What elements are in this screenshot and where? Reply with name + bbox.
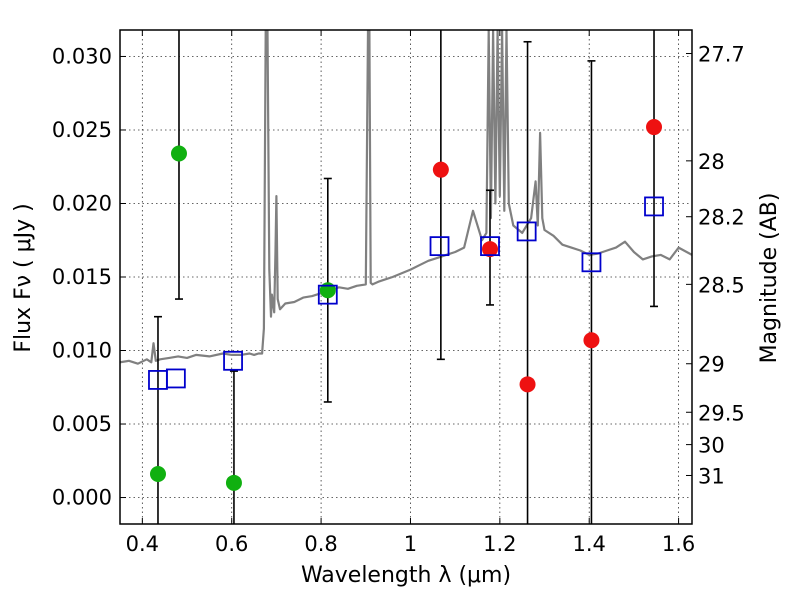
y-tick-label: 0.020: [52, 191, 112, 215]
x-axis-label: Wavelength λ (μm): [301, 563, 511, 588]
red-point: [646, 119, 663, 136]
x-tick-label: 0.8: [304, 532, 337, 556]
red-point: [432, 161, 449, 178]
y-axis-label: Flux Fν ( μJy ): [11, 203, 36, 352]
y2-tick-label: 28.5: [698, 273, 745, 297]
red-point: [519, 376, 536, 393]
model-square: [581, 252, 602, 273]
points-layer: [148, 119, 664, 491]
x-tick-label: 1.2: [483, 532, 516, 556]
y2-axis-label: Magnitude (AB): [757, 193, 782, 364]
y2-tick-label: 29: [698, 353, 725, 377]
green-point: [225, 474, 242, 491]
tick-layer: 0.4 0.6 0.8 1 1.2 1.4 1.6 0.000 0.005 0.010 0.015 0…: [52, 30, 745, 556]
errorbar-layer: [153, 30, 659, 524]
model-square: [516, 221, 537, 242]
y2-tick-label: 28: [698, 150, 725, 174]
x-tick-label: 1: [404, 532, 417, 556]
y-tick-label: 0.005: [52, 412, 112, 436]
green-point: [170, 145, 187, 162]
y2-tick-label: 30: [698, 434, 725, 458]
y2-tick-label: 29.5: [698, 401, 745, 425]
y-tick-label: 0.000: [52, 486, 112, 510]
spectrum-layer: [120, 30, 692, 365]
x-tick-label: 1.4: [573, 532, 606, 556]
spectrum-line: [120, 30, 692, 365]
x-tick-label: 0.6: [215, 532, 248, 556]
y-tick-label: 0.010: [52, 339, 112, 363]
red-point: [583, 332, 600, 349]
y2-tick-label: 27.7: [698, 43, 745, 67]
model-square: [429, 236, 450, 257]
model-square: [480, 236, 500, 257]
y-tick-label: 0.015: [52, 265, 112, 289]
green-point: [149, 466, 166, 483]
y2-tick-label: 28.2: [698, 206, 745, 230]
y2-tick-label: 31: [698, 464, 725, 488]
model-square: [223, 350, 243, 371]
red-point: [482, 241, 499, 258]
x-tick-label: 1.6: [662, 532, 695, 556]
y-tick-label: 0.025: [52, 118, 112, 142]
model-square: [644, 196, 664, 217]
model-square: [165, 368, 186, 389]
green-point: [319, 282, 336, 299]
x-tick-label: 0.4: [126, 532, 159, 556]
model-square: [317, 284, 338, 305]
grid: [120, 30, 692, 524]
y-tick-label: 0.030: [52, 44, 112, 68]
